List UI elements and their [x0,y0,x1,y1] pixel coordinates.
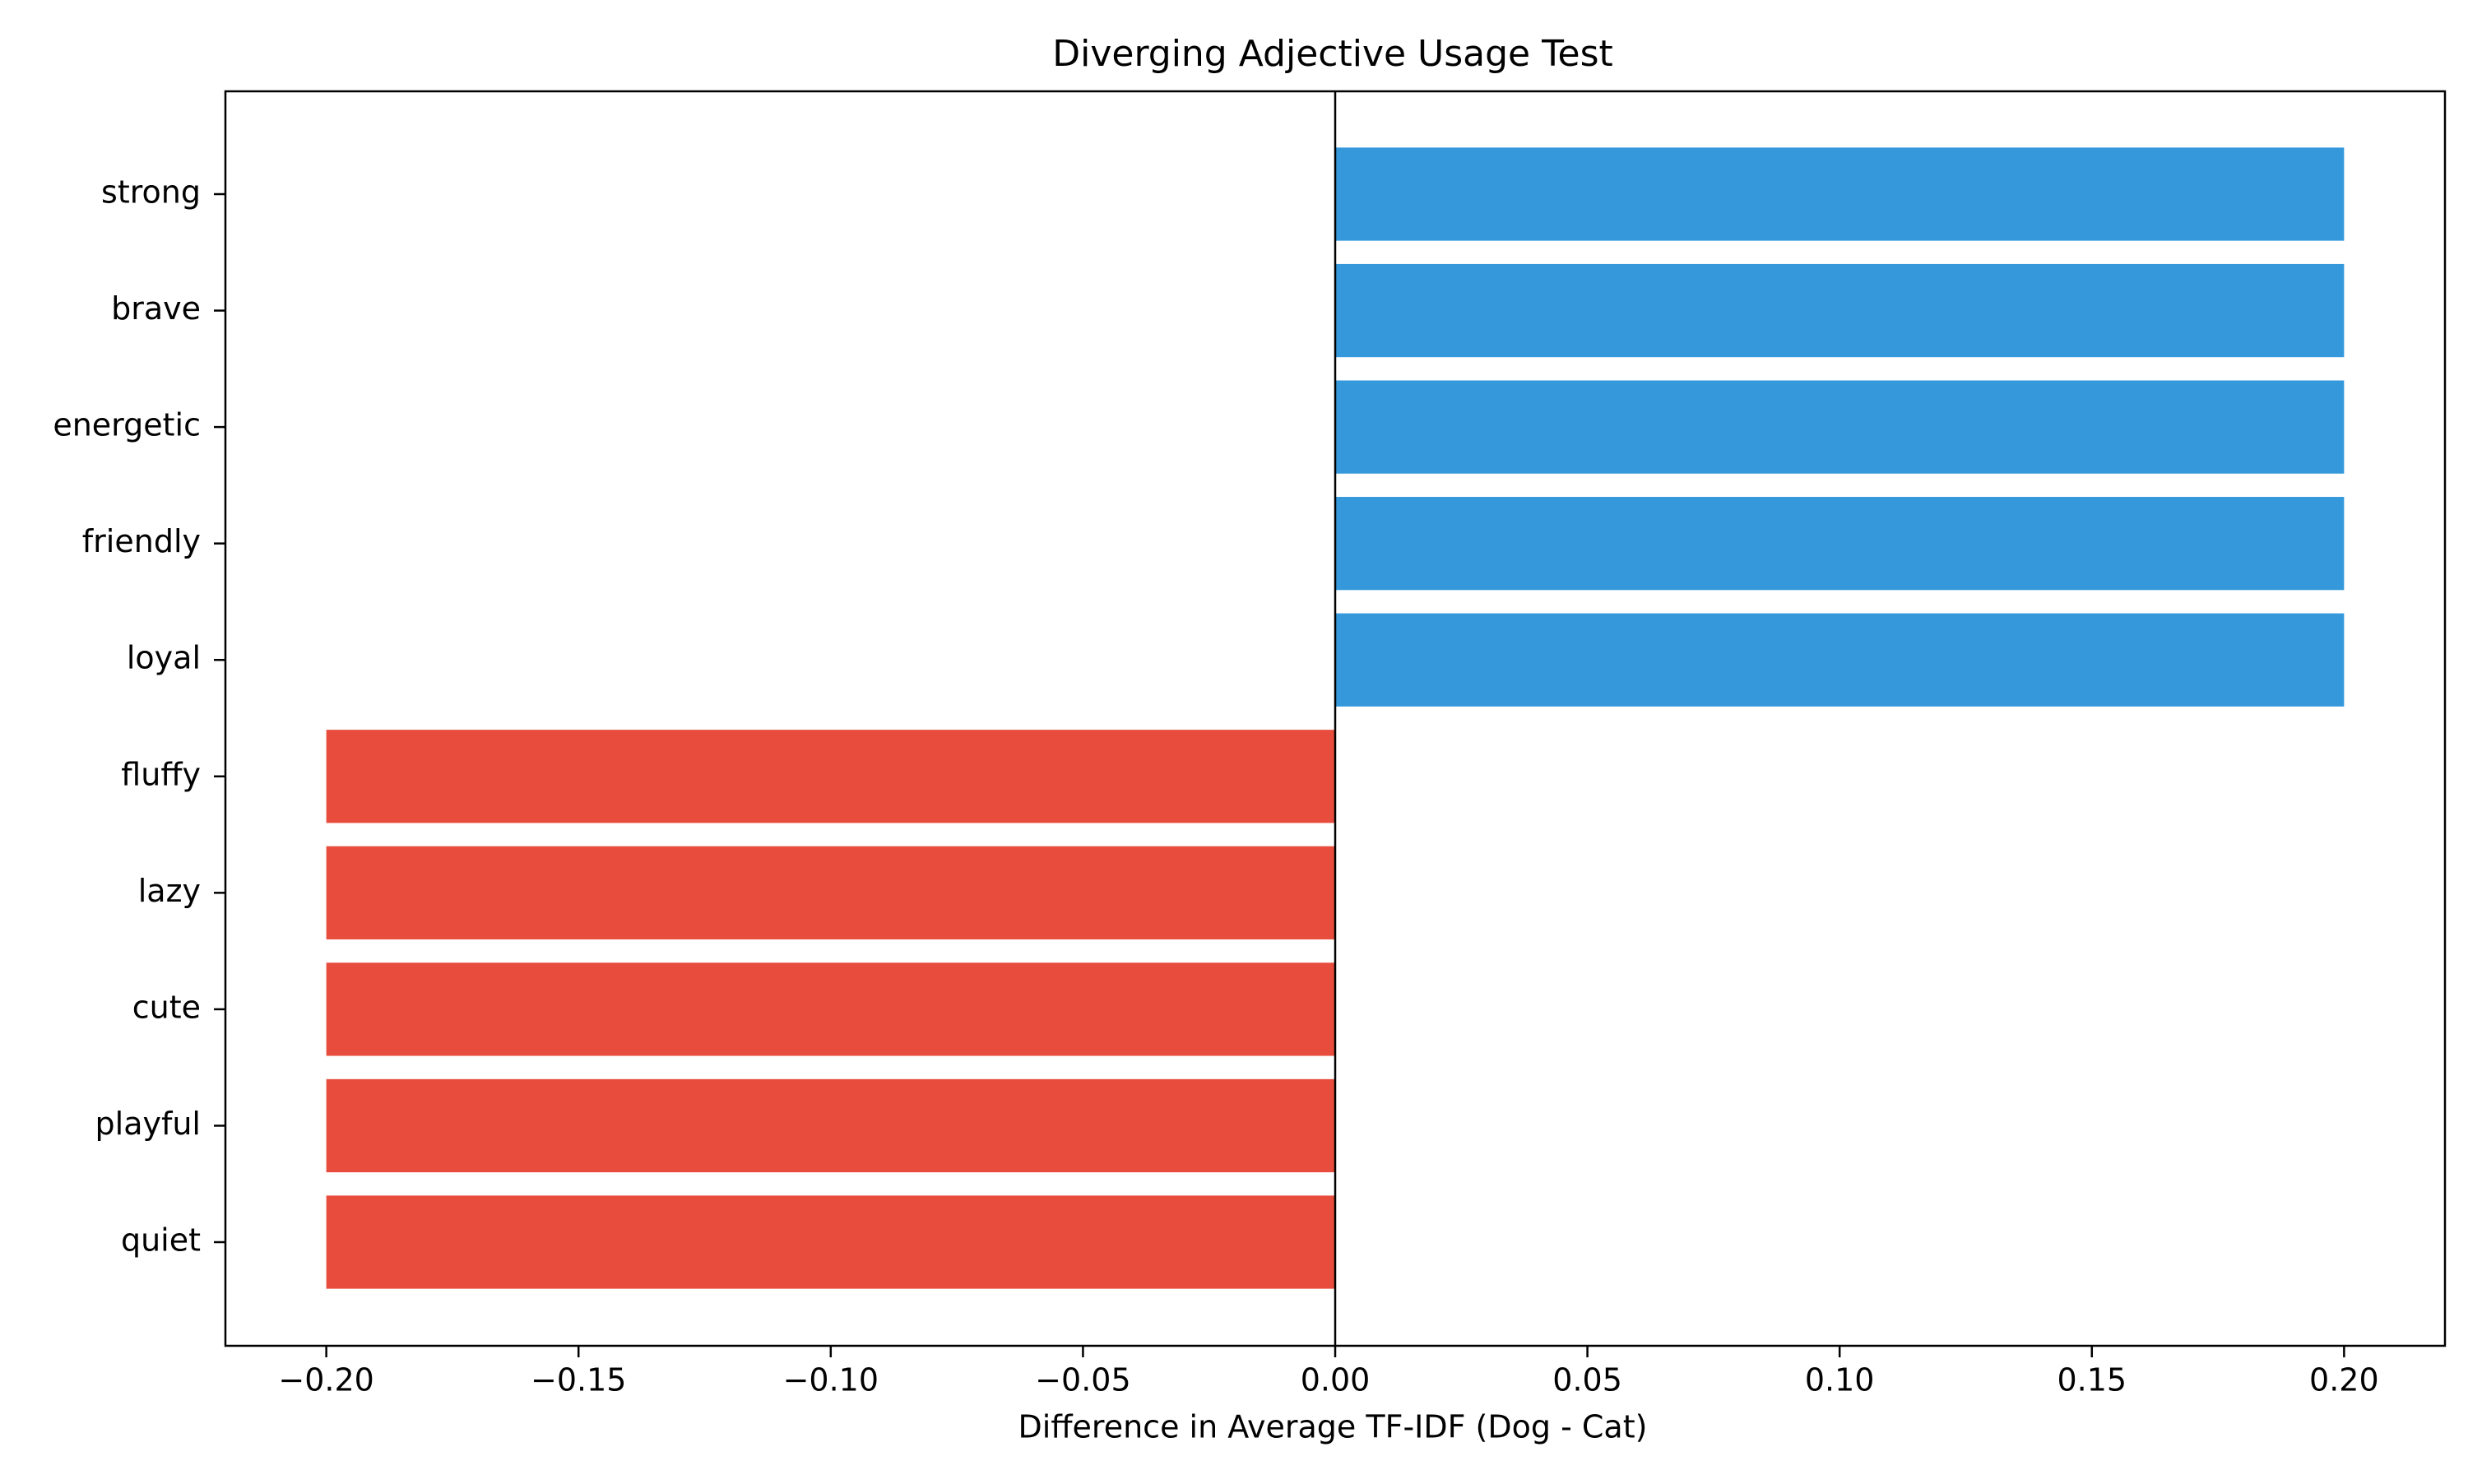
chart-title: Diverging Adjective Usage Test [1052,33,1613,75]
y-tick-label: loyal [127,640,201,676]
x-tick-label: 0.00 [1301,1362,1371,1398]
bar-strong [1335,147,2345,241]
x-axis-label: Difference in Average TF-IDF (Dog - Cat) [1018,1409,1648,1445]
bar-friendly [1335,497,2345,591]
y-tick-label: cute [132,989,201,1025]
y-tick-label: fluffy [121,756,201,792]
y-tick-label: energetic [53,407,201,443]
x-tick-label: −0.20 [278,1362,373,1398]
bar-energetic [1335,380,2345,474]
y-tick-label: brave [111,290,201,327]
x-tick-label: 0.10 [1805,1362,1875,1398]
x-tick-label: −0.15 [531,1362,626,1398]
bar-playful [326,1078,1335,1173]
y-tick-label: lazy [138,873,201,909]
bars-layer [326,147,2345,1289]
bar-quiet [326,1195,1335,1289]
bar-brave [1335,263,2345,358]
x-tick-label: −0.10 [783,1362,879,1398]
x-tick-label: 0.20 [2309,1362,2379,1398]
bar-fluffy [326,730,1335,823]
x-tick-label: 0.05 [1552,1362,1622,1398]
x-tick-label: 0.15 [2057,1362,2127,1398]
y-tick-label: friendly [82,523,201,559]
y-tick-label: strong [101,174,201,211]
bar-loyal [1335,613,2345,707]
y-tick-label: playful [95,1106,201,1142]
axes-layer: strong brave energetic friendly loyal fluffy l… [53,90,2447,1398]
y-tick-label: quiet [121,1222,201,1259]
bar-lazy [326,846,1335,939]
x-tick-label: −0.05 [1035,1362,1130,1398]
bar-cute [326,962,1335,1056]
